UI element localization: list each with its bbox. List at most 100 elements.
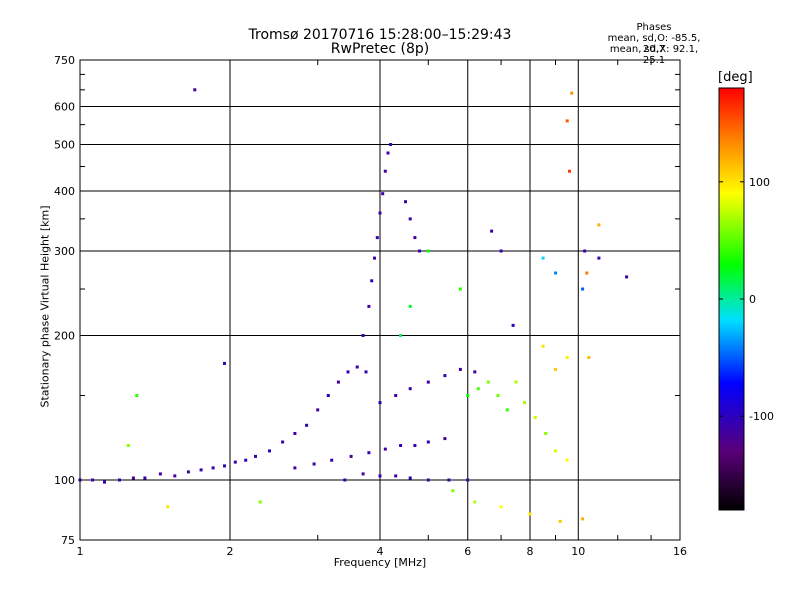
data-point bbox=[378, 211, 382, 215]
data-point bbox=[583, 249, 587, 253]
data-point bbox=[490, 229, 494, 233]
data-point bbox=[223, 464, 226, 468]
chart-subtitle: RwPretec (8p) bbox=[330, 41, 430, 57]
data-point bbox=[316, 408, 320, 412]
data-point bbox=[158, 472, 162, 476]
colorbar-tick-label: 100 bbox=[749, 176, 770, 189]
data-point bbox=[383, 447, 387, 451]
data-point bbox=[389, 143, 393, 146]
x-axis-label: Frequency [MHz] bbox=[333, 556, 427, 569]
data-point bbox=[408, 387, 412, 391]
data-point bbox=[361, 472, 365, 476]
data-point bbox=[305, 423, 309, 427]
data-point bbox=[326, 394, 330, 397]
data-point bbox=[258, 500, 262, 504]
data-point bbox=[355, 365, 359, 369]
data-point bbox=[186, 470, 190, 474]
x-tick-label: 1 bbox=[77, 545, 84, 558]
data-point bbox=[254, 454, 257, 458]
phase-stats-o: mean, sd,O: -85.5, 20.7 bbox=[607, 33, 701, 55]
data-point bbox=[511, 323, 515, 327]
data-point bbox=[447, 478, 451, 482]
data-point bbox=[554, 367, 557, 371]
data-points bbox=[78, 88, 629, 523]
data-point bbox=[568, 169, 571, 173]
data-point bbox=[375, 236, 379, 240]
colorbar-tick-label: -100 bbox=[749, 410, 774, 423]
data-point bbox=[346, 370, 350, 374]
data-point bbox=[496, 394, 500, 397]
data-point bbox=[625, 275, 629, 279]
data-point bbox=[541, 344, 545, 348]
data-point bbox=[336, 380, 340, 384]
data-point bbox=[193, 88, 197, 92]
y-axis-label: Stationary phase Virtual Height [km] bbox=[38, 205, 52, 408]
data-point bbox=[131, 476, 135, 480]
data-point bbox=[399, 444, 403, 447]
data-point bbox=[418, 249, 421, 253]
data-point bbox=[312, 462, 316, 466]
x-tick-label: 4 bbox=[377, 545, 384, 558]
data-point bbox=[166, 505, 170, 509]
data-point bbox=[476, 387, 480, 391]
data-point bbox=[343, 478, 347, 482]
data-point bbox=[223, 361, 226, 365]
data-point bbox=[554, 271, 557, 275]
data-point bbox=[408, 217, 412, 221]
data-point bbox=[399, 334, 403, 337]
data-point bbox=[533, 416, 537, 419]
phase-stats-title: Phases bbox=[636, 22, 672, 33]
x-tick-label: 10 bbox=[571, 545, 585, 558]
data-point bbox=[413, 236, 417, 240]
data-point bbox=[426, 440, 430, 444]
data-point bbox=[378, 474, 382, 478]
data-point bbox=[408, 304, 412, 308]
data-point bbox=[587, 356, 591, 359]
chart-title: Tromsø 20170716 15:28:00–15:29:43 bbox=[248, 27, 512, 43]
data-point bbox=[126, 444, 130, 447]
data-point bbox=[199, 468, 203, 472]
data-point bbox=[91, 478, 95, 482]
data-point bbox=[103, 480, 106, 484]
data-point bbox=[458, 367, 462, 371]
y-tick-label: 600 bbox=[54, 101, 75, 114]
data-point bbox=[581, 287, 585, 291]
data-point bbox=[466, 478, 470, 482]
data-point bbox=[466, 394, 470, 397]
data-point bbox=[426, 249, 430, 253]
data-point bbox=[581, 517, 585, 521]
data-point bbox=[281, 440, 285, 444]
data-point bbox=[585, 271, 589, 275]
plot-grid bbox=[80, 60, 680, 540]
data-point bbox=[373, 256, 376, 260]
data-point bbox=[386, 151, 390, 155]
data-point bbox=[394, 394, 398, 397]
data-point bbox=[367, 304, 371, 308]
y-tick-label: 200 bbox=[54, 330, 75, 343]
y-axis-ticks: 75 100 200 300 400 500 600 750 bbox=[54, 54, 680, 547]
data-point bbox=[293, 432, 297, 435]
data-point bbox=[118, 478, 121, 482]
plot-frame bbox=[79, 59, 681, 541]
data-point bbox=[383, 169, 387, 173]
data-point bbox=[244, 458, 248, 462]
data-point bbox=[143, 476, 147, 480]
x-tick-label: 6 bbox=[464, 545, 471, 558]
data-point bbox=[173, 474, 177, 478]
y-tick-label: 750 bbox=[54, 54, 75, 67]
data-point bbox=[458, 287, 462, 291]
data-point bbox=[451, 489, 455, 493]
x-tick-label: 8 bbox=[527, 545, 534, 558]
data-point bbox=[528, 512, 532, 516]
data-point bbox=[413, 444, 417, 447]
x-tick-label: 16 bbox=[673, 545, 687, 558]
data-point bbox=[367, 451, 371, 455]
data-point bbox=[408, 476, 412, 480]
data-point bbox=[135, 394, 139, 397]
data-point bbox=[558, 519, 562, 523]
data-point bbox=[370, 279, 374, 283]
data-point bbox=[404, 200, 407, 204]
colorbar-tick-label: 0 bbox=[749, 293, 756, 306]
data-point bbox=[597, 223, 601, 227]
